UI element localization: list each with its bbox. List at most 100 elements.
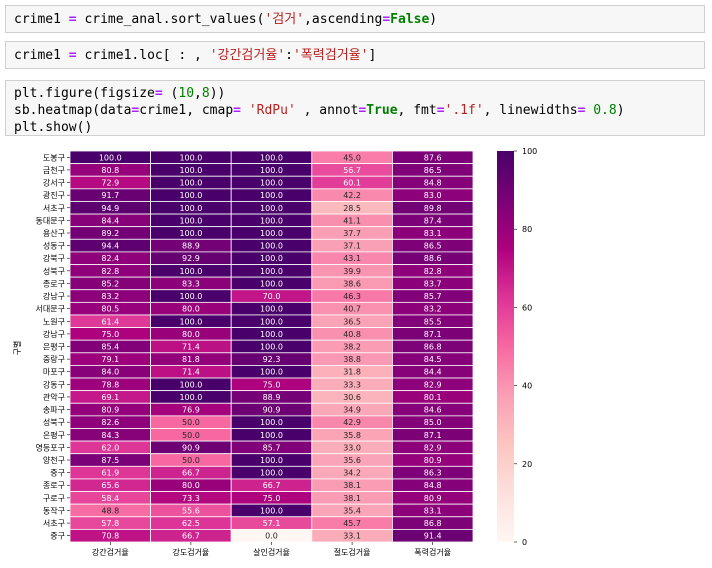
row-label: 서초구	[43, 204, 65, 213]
cell-annotation: 89.2	[101, 229, 119, 238]
cell-annotation: 86.8	[424, 343, 442, 352]
row-label: 광진구	[43, 190, 65, 200]
cell-annotation: 76.9	[182, 406, 200, 415]
cell-annotation: 80.8	[101, 166, 119, 175]
cell-annotation: 85.4	[101, 343, 119, 352]
cell-annotation: 100.0	[179, 393, 202, 402]
cell-annotation: 100.0	[260, 191, 283, 200]
cell-annotation: 75.0	[263, 380, 281, 389]
cell-annotation: 57.1	[263, 519, 281, 528]
cell-annotation: 45.7	[343, 519, 361, 528]
row-label: 동대문구	[36, 216, 65, 225]
cell-annotation: 85.5	[424, 317, 442, 326]
row-label: 노원구	[43, 317, 65, 326]
cell-annotation: 92.9	[182, 254, 200, 263]
cell-annotation: 82.8	[424, 267, 442, 276]
cell-annotation: 100.0	[260, 204, 283, 213]
cell-annotation: 48.8	[101, 506, 119, 515]
cell-annotation: 80.0	[182, 330, 200, 339]
cell-annotation: 80.5	[101, 305, 119, 314]
cell-annotation: 87.5	[101, 456, 119, 465]
cell-annotation: 0.0	[265, 532, 278, 541]
column-label: 절도검거율	[334, 547, 371, 557]
cell-annotation: 100.0	[260, 431, 283, 440]
colorbar	[497, 151, 514, 542]
cell-annotation: 78.8	[101, 380, 119, 389]
cell-annotation: 43.1	[343, 254, 361, 263]
cell-annotation: 34.9	[343, 406, 361, 415]
cell-annotation: 90.9	[263, 406, 281, 415]
cell-annotation: 50.0	[182, 456, 200, 465]
code-line: plt.show()	[14, 120, 93, 135]
cell-annotation: 38.6	[343, 279, 361, 288]
cell-annotation: 100.0	[179, 292, 202, 301]
row-label: 종로구	[43, 279, 65, 288]
cell-annotation: 35.4	[343, 506, 361, 515]
cell-annotation: 87.6	[424, 153, 442, 162]
cell-annotation: 56.7	[343, 166, 361, 175]
cell-annotation: 87.1	[424, 431, 442, 440]
cell-annotation: 33.1	[343, 532, 361, 541]
code-cell-3[interactable]: plt.figure(figsize= (10,8)) sb.heatmap(d…	[5, 80, 705, 136]
row-label: 성북구	[43, 267, 65, 276]
column-label: 폭력검거율	[414, 547, 451, 557]
row-label: 서대문구	[36, 305, 65, 314]
cell-annotation: 73.3	[182, 494, 200, 503]
cell-annotation: 50.0	[182, 431, 200, 440]
row-label: 중랑구	[43, 354, 65, 364]
cell-annotation: 100.0	[260, 305, 283, 314]
colorbar-tick-label: 80	[522, 225, 532, 234]
cell-annotation: 35.6	[343, 456, 361, 465]
row-label: 영등포구	[36, 442, 65, 452]
row-label: 종로구	[43, 481, 65, 490]
cell-annotation: 82.6	[101, 418, 119, 427]
y-axis-label: 구별	[12, 341, 22, 356]
cell-annotation: 46.3	[343, 292, 361, 301]
cell-annotation: 38.8	[343, 355, 361, 364]
cell-annotation: 71.4	[182, 343, 200, 352]
cell-annotation: 84.8	[424, 179, 442, 188]
row-label: 도봉구	[43, 153, 65, 162]
cell-annotation: 100.0	[260, 153, 283, 162]
cell-annotation: 100.0	[260, 418, 283, 427]
row-label: 금천구	[43, 165, 65, 175]
cell-annotation: 34.2	[343, 469, 361, 478]
cell-annotation: 71.4	[182, 368, 200, 377]
cell-annotation: 84.4	[424, 368, 442, 377]
cell-annotation: 100.0	[179, 267, 202, 276]
cell-annotation: 89.8	[424, 204, 442, 213]
cell-annotation: 69.1	[101, 393, 119, 402]
code-cell-2[interactable]: crime1 = crime1.loc[ : , '강간검거율':'폭력검거율'…	[5, 41, 705, 69]
cell-annotation: 87.1	[424, 330, 442, 339]
cell-annotation: 38.1	[343, 481, 361, 490]
cell-annotation: 31.8	[343, 368, 361, 377]
cell-annotation: 83.7	[424, 279, 442, 288]
cell-annotation: 37.1	[343, 242, 361, 251]
row-label: 동작구	[43, 505, 65, 515]
colorbar-tick-label: 0	[522, 538, 527, 547]
row-label: 강남구	[43, 291, 65, 301]
cell-annotation: 91.7	[101, 191, 119, 200]
cell-annotation: 86.3	[424, 469, 442, 478]
code-cell-1[interactable]: crime1 = crime_anal.sort_values('검거',asc…	[5, 5, 705, 33]
cell-annotation: 70.0	[263, 292, 281, 301]
cell-annotation: 88.6	[424, 254, 442, 263]
cell-annotation: 75.0	[263, 494, 281, 503]
row-label: 관악구	[43, 392, 65, 402]
row-label: 강남구	[43, 329, 65, 339]
cell-annotation: 100.0	[260, 242, 283, 251]
cell-annotation: 42.2	[343, 191, 361, 200]
cell-annotation: 100.0	[260, 456, 283, 465]
cell-annotation: 33.0	[343, 443, 361, 452]
cell-annotation: 100.0	[179, 153, 202, 162]
row-label: 강동구	[43, 379, 65, 389]
column-label: 살인검거율	[253, 547, 290, 557]
cell-annotation: 80.9	[424, 456, 442, 465]
row-label: 용산구	[43, 228, 65, 238]
cell-annotation: 100.0	[260, 368, 283, 377]
row-label: 강북구	[43, 253, 65, 263]
cell-annotation: 88.9	[263, 393, 281, 402]
cell-annotation: 100.0	[179, 166, 202, 175]
cell-annotation: 86.5	[424, 166, 442, 175]
